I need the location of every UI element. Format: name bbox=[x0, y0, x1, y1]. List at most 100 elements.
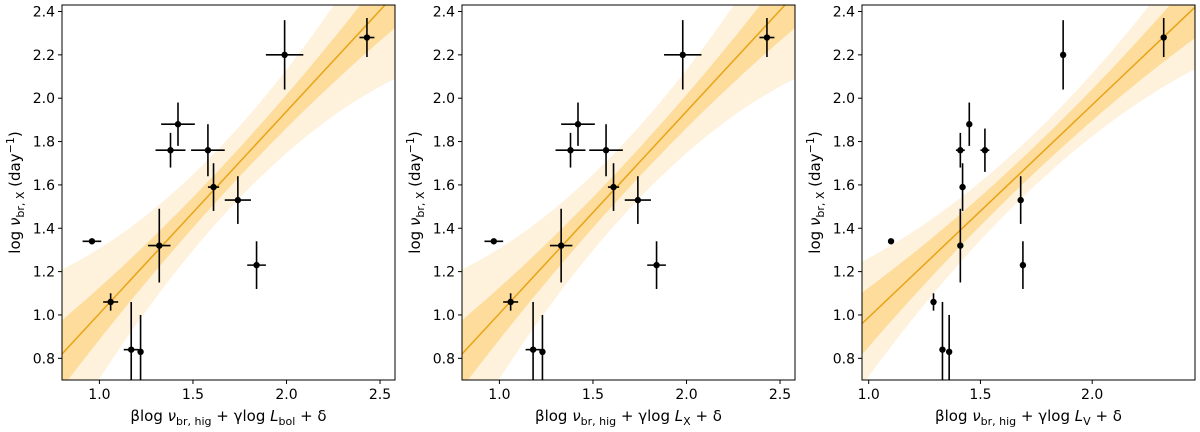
y-tick-label: 1.4 bbox=[833, 221, 855, 237]
y-label-nu: ν bbox=[806, 218, 824, 226]
x-label-prefix: βlog bbox=[130, 407, 167, 425]
axes-frame bbox=[461, 4, 796, 381]
data-point-1 bbox=[484, 238, 504, 245]
data-point-2 bbox=[930, 293, 937, 311]
marker bbox=[210, 183, 217, 191]
data-point-3 bbox=[525, 301, 541, 380]
x-label-sub1: br, hig bbox=[176, 415, 212, 428]
x-label-sub1: br, hig bbox=[981, 415, 1017, 428]
x-tick-label: 2.0 bbox=[675, 387, 697, 403]
data-point-11 bbox=[247, 241, 266, 289]
marker bbox=[634, 196, 642, 204]
x-tick-label: 1.5 bbox=[182, 387, 204, 403]
marker bbox=[137, 348, 144, 356]
y-label-exp: −1 bbox=[804, 137, 817, 153]
marker bbox=[945, 348, 953, 356]
marker bbox=[679, 51, 686, 59]
data-point-12 bbox=[265, 20, 304, 90]
plot-area bbox=[862, 5, 1195, 380]
x-label-prefix: βlog bbox=[535, 407, 572, 425]
data-point-2 bbox=[103, 293, 119, 311]
x-label-l: L bbox=[270, 407, 278, 425]
data-point-8 bbox=[191, 124, 225, 177]
x-label-suffix: + δ bbox=[691, 407, 722, 425]
marker bbox=[128, 346, 135, 353]
marker bbox=[981, 147, 989, 154]
marker bbox=[281, 51, 288, 59]
data-point-11 bbox=[647, 241, 666, 289]
marker bbox=[507, 298, 514, 306]
x-label-mid: + γlog bbox=[212, 407, 271, 425]
panel-lx: 1.0 1.5 2.0 2.5 0.8 1.0 1.2 1.4 1.6 1.8 2.0 2.2 2.4 β… bbox=[404, 4, 796, 428]
y-tick-label: 1.8 bbox=[833, 135, 855, 151]
x-tick-label: 1.0 bbox=[88, 387, 110, 403]
data-point-6 bbox=[955, 132, 965, 168]
y-label-nu: ν bbox=[6, 218, 24, 226]
plot-area bbox=[462, 5, 795, 380]
marker bbox=[574, 121, 582, 128]
y-tick-label: 1.8 bbox=[433, 135, 455, 151]
marker bbox=[1160, 34, 1167, 41]
data-point-8 bbox=[589, 124, 623, 177]
y-tick-label: 0.8 bbox=[33, 351, 55, 367]
y-tick-label: 2.4 bbox=[33, 5, 55, 21]
x-tick-label: 2.0 bbox=[275, 387, 297, 403]
marker bbox=[529, 346, 537, 353]
marker bbox=[939, 346, 946, 353]
x-label-suffix: + δ bbox=[295, 407, 326, 425]
marker bbox=[557, 242, 565, 249]
y-label-unit: (day bbox=[6, 153, 24, 191]
data-point-7 bbox=[966, 102, 973, 146]
y-label-close: ) bbox=[6, 131, 24, 137]
y-label-exp: −1 bbox=[404, 137, 417, 153]
y-tick-label: 2.0 bbox=[33, 91, 55, 107]
fit-line bbox=[862, 6, 1195, 325]
y-label-prefix: log bbox=[6, 226, 24, 254]
data-point-2 bbox=[503, 293, 519, 311]
x-label-l: L bbox=[675, 407, 683, 425]
data-point-12 bbox=[664, 20, 702, 90]
y-tick-label: 1.2 bbox=[833, 265, 855, 281]
x-tick-label: 2.5 bbox=[369, 387, 391, 403]
data-point-6 bbox=[555, 132, 586, 168]
data-point-7 bbox=[161, 102, 195, 146]
x-tick-label: 2.0 bbox=[1081, 387, 1103, 403]
y-tick-label: 1.2 bbox=[433, 265, 455, 281]
y-axis-label: log νbr, X (day−1) bbox=[804, 131, 827, 253]
axes-frame bbox=[61, 4, 396, 381]
x-tick-label: 1.0 bbox=[858, 387, 880, 403]
y-label-nu: ν bbox=[406, 218, 424, 226]
data-point-9 bbox=[607, 163, 620, 211]
data-point-10 bbox=[224, 176, 251, 224]
x-label-mid: + γlog bbox=[1016, 407, 1075, 425]
axes-frame bbox=[861, 4, 1196, 381]
x-label-nu: ν bbox=[168, 407, 176, 425]
x-label-mid: + γlog bbox=[616, 407, 675, 425]
data-point-7 bbox=[561, 102, 595, 146]
data-point-3 bbox=[939, 301, 946, 380]
data-point-1 bbox=[82, 238, 102, 245]
confidence-band-inner bbox=[462, 5, 795, 380]
y-tick-label: 2.2 bbox=[433, 48, 455, 64]
marker bbox=[957, 147, 964, 154]
y-tick-label: 1.6 bbox=[33, 178, 55, 194]
data-point-10 bbox=[624, 176, 651, 224]
y-tick-label: 1.0 bbox=[433, 308, 455, 324]
data-point-4 bbox=[137, 314, 144, 380]
marker bbox=[234, 196, 242, 204]
data-point-9 bbox=[959, 163, 966, 211]
marker bbox=[957, 242, 964, 249]
data-point-6 bbox=[155, 132, 186, 168]
y-axis-label: log νbr, X (day−1) bbox=[404, 131, 427, 253]
y-tick-label: 0.8 bbox=[433, 351, 455, 367]
marker bbox=[88, 238, 96, 245]
y-tick-label: 1.6 bbox=[833, 178, 855, 194]
y-tick-label: 1.6 bbox=[433, 178, 455, 194]
y-tick-label: 1.8 bbox=[33, 135, 55, 151]
y-tick-label: 2.0 bbox=[433, 91, 455, 107]
marker bbox=[966, 121, 973, 128]
data-point-13 bbox=[359, 18, 375, 58]
y-label-prefix: log bbox=[806, 226, 824, 254]
y-label-sub: br, X bbox=[14, 191, 27, 217]
data-point-13 bbox=[759, 18, 775, 58]
